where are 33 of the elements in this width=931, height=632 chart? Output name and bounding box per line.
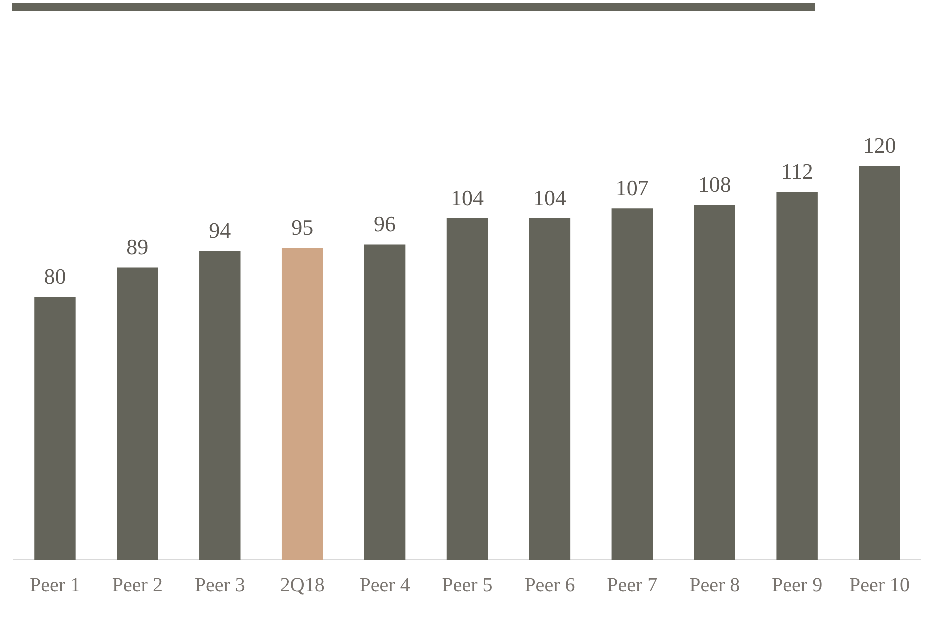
x-tick-label: Peer 5	[442, 574, 493, 596]
x-tick-label: Peer 10	[850, 574, 910, 596]
x-tick-label: Peer 9	[772, 574, 823, 596]
data-label: 108	[698, 172, 732, 198]
x-tick-label: 2Q18	[280, 574, 325, 596]
data-label: 96	[374, 212, 396, 237]
x-tick-label: Peer 7	[607, 574, 658, 596]
bar	[529, 218, 571, 560]
data-label: 107	[616, 175, 649, 200]
data-label: 104	[451, 185, 484, 210]
bar	[200, 251, 241, 560]
bar	[859, 166, 900, 560]
bar	[776, 192, 818, 560]
data-label: 95	[292, 214, 314, 240]
bar	[34, 297, 76, 560]
x-tick-label: Peer 4	[360, 574, 410, 596]
data-label: 104	[533, 185, 566, 210]
data-label: 80	[44, 264, 66, 290]
data-label: 112	[781, 159, 814, 184]
bar	[282, 248, 324, 560]
data-label: 120	[863, 132, 896, 158]
bar	[446, 218, 488, 560]
data-label: 94	[209, 218, 232, 244]
bar	[612, 208, 654, 560]
x-tick-label: Peer 8	[690, 574, 740, 596]
x-tick-label: Peer 2	[112, 574, 163, 596]
x-tick-label: Peer 3	[194, 574, 246, 596]
bar	[694, 205, 736, 560]
x-tick-label: Peer 1	[30, 574, 80, 596]
x-tick-label: Peer 6	[524, 574, 576, 596]
data-label: 89	[126, 234, 149, 260]
bar	[364, 244, 406, 560]
bar	[117, 268, 158, 560]
